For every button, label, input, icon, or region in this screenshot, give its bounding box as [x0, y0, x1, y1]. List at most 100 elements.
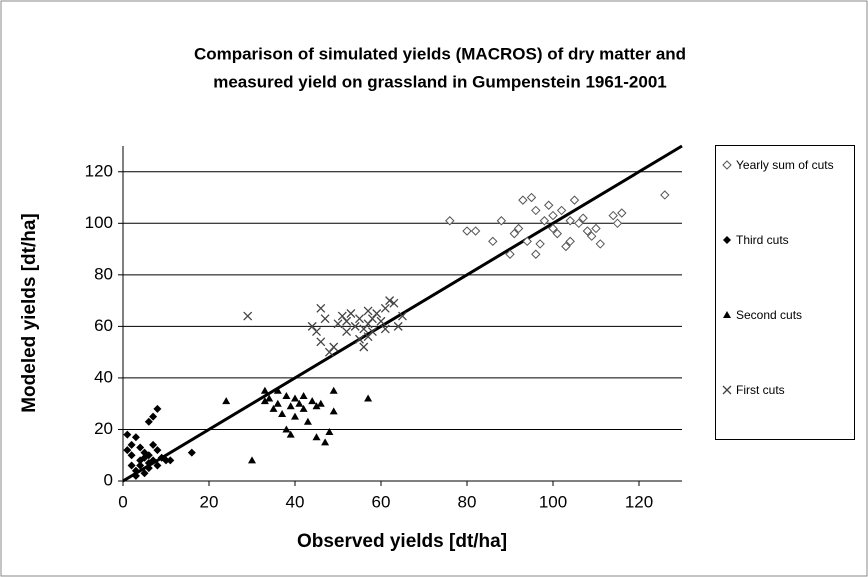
x-tick-label: 40	[286, 492, 305, 511]
reference-line	[122, 144, 683, 483]
point	[149, 412, 158, 421]
point	[612, 218, 623, 229]
point	[278, 410, 287, 417]
point	[578, 213, 588, 223]
point	[496, 216, 507, 226]
point	[531, 249, 541, 259]
point	[462, 226, 472, 236]
point	[488, 236, 498, 247]
point	[722, 160, 732, 170]
point	[526, 192, 537, 203]
point	[355, 314, 364, 324]
point	[591, 223, 601, 234]
legend-marker	[723, 311, 731, 318]
legend-item: Second cuts	[722, 308, 848, 323]
point	[325, 428, 334, 436]
point	[342, 327, 352, 336]
point	[364, 394, 373, 402]
point	[273, 386, 282, 394]
point	[385, 296, 395, 306]
point	[127, 440, 136, 449]
point	[350, 321, 360, 331]
point	[136, 461, 145, 470]
y-tick-label: 20	[94, 419, 113, 438]
point	[248, 456, 256, 464]
legend-marker	[723, 236, 731, 244]
legend-item: First cuts	[722, 383, 848, 398]
point	[582, 226, 593, 236]
point	[617, 208, 627, 218]
point	[282, 391, 291, 399]
point	[153, 446, 162, 455]
point	[282, 425, 291, 433]
point	[299, 391, 308, 399]
point	[380, 324, 390, 334]
point	[144, 464, 153, 473]
point	[131, 466, 140, 475]
point	[260, 386, 269, 394]
point	[149, 456, 158, 465]
point	[543, 200, 554, 210]
point	[380, 303, 390, 313]
legend-label: Third cuts	[736, 233, 789, 247]
point	[376, 316, 386, 326]
y-tick-label: 60	[94, 316, 113, 335]
y-tick-label: 120	[85, 161, 113, 180]
point	[153, 461, 162, 470]
point	[222, 397, 231, 405]
point	[359, 342, 369, 352]
point	[269, 404, 278, 412]
point	[316, 399, 325, 407]
point	[243, 311, 253, 321]
point	[363, 306, 373, 316]
x-tick-label: 20	[200, 492, 219, 511]
x-tick-label: 60	[372, 492, 391, 511]
point	[162, 456, 170, 465]
point	[273, 399, 282, 407]
point	[389, 298, 399, 308]
point	[329, 407, 338, 415]
point	[308, 397, 317, 405]
point	[260, 397, 269, 405]
point	[321, 438, 330, 446]
point	[166, 456, 175, 465]
point	[286, 402, 295, 410]
y-axis-label: Modeled yields [dt/ha]	[19, 213, 40, 413]
point	[398, 311, 407, 321]
legend-marker	[722, 160, 732, 170]
point	[346, 309, 356, 318]
point	[149, 440, 158, 449]
point	[363, 332, 373, 342]
point	[127, 461, 136, 470]
point	[291, 412, 299, 420]
point	[144, 417, 153, 426]
point	[393, 321, 403, 331]
point	[303, 417, 312, 425]
point	[722, 385, 732, 395]
point	[144, 451, 153, 460]
point	[291, 394, 299, 402]
point	[548, 223, 558, 234]
point	[505, 249, 515, 259]
point	[265, 394, 274, 402]
point	[123, 430, 132, 439]
point	[548, 210, 558, 221]
point	[565, 216, 575, 226]
point	[153, 404, 162, 413]
legend-item: Third cuts	[722, 233, 848, 248]
point	[187, 448, 196, 457]
point	[539, 216, 550, 226]
point	[127, 451, 136, 460]
point	[522, 236, 532, 247]
point	[295, 399, 304, 407]
legend-label: Second cuts	[736, 308, 803, 322]
point	[333, 319, 343, 329]
legend-label: First cuts	[736, 383, 785, 397]
point	[372, 309, 382, 318]
point	[608, 210, 618, 221]
point	[445, 216, 455, 226]
point	[342, 316, 352, 326]
point	[312, 402, 321, 410]
point	[586, 231, 597, 241]
